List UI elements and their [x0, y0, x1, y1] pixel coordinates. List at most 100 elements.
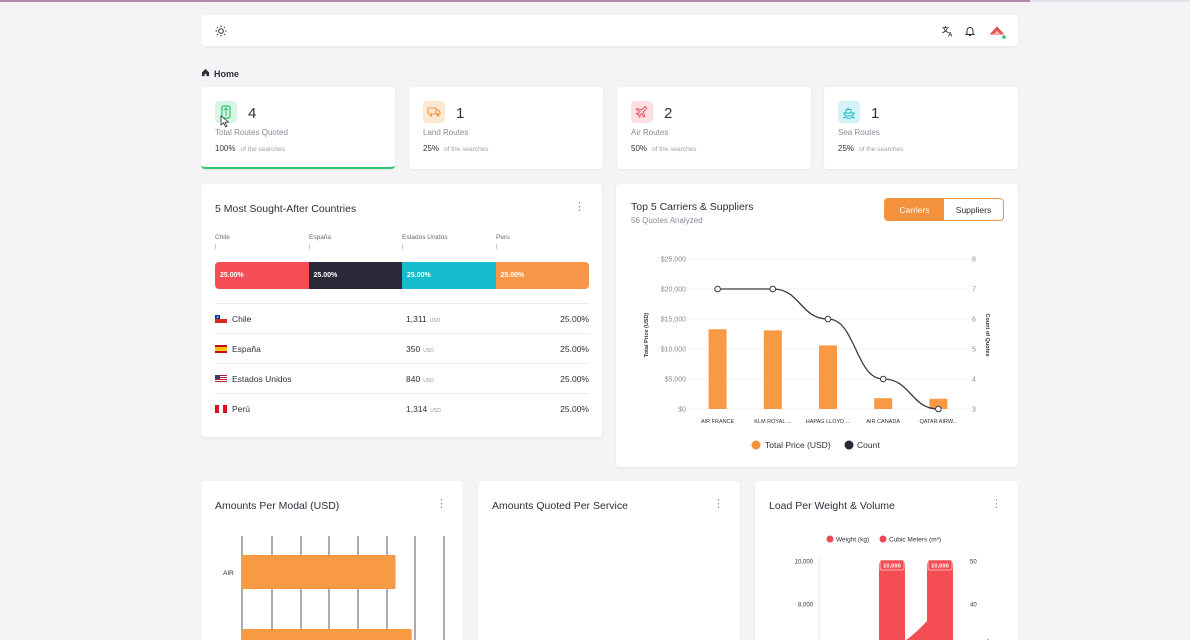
ship-icon: [838, 101, 860, 123]
country-row: Estados Unidos 840 USD 25.00%: [215, 363, 589, 393]
price-bar[interactable]: [708, 329, 727, 409]
stat-value: 1: [456, 105, 465, 122]
load-title: Load Per Weight & Volume: [769, 500, 895, 512]
load-card: Load Per Weight & Volume ⋮ Weight (kg) C…: [755, 481, 1018, 640]
weight-bar[interactable]: [879, 563, 905, 640]
stat-value: 4: [248, 105, 257, 122]
y-left-tick: $20,000: [661, 287, 686, 294]
y-right-tick: 3: [972, 407, 976, 414]
y-right-tick: 6: [972, 317, 976, 324]
stat-value: 1: [871, 105, 880, 122]
truck-icon: [423, 101, 445, 123]
countries-card: 5 Most Sought-After Countries ⋮ Chile Es…: [201, 184, 602, 437]
stat-label: Air Routes: [631, 128, 669, 137]
legend-count[interactable]: Count: [857, 440, 880, 450]
country-amount: 840 USD: [406, 374, 434, 384]
countries-title: 5 Most Sought-After Countries: [215, 203, 357, 215]
price-bar[interactable]: [819, 345, 837, 409]
stat-percent: 25% of the searches: [423, 144, 488, 153]
country-amount-value: 350: [406, 343, 421, 354]
count-point[interactable]: [769, 285, 777, 293]
plane-icon: [631, 101, 653, 123]
kebab-menu-icon[interactable]: ⋮: [713, 498, 724, 510]
segment-label: Peru: [496, 234, 510, 249]
legend-volume[interactable]: Cubic Meters (m³): [889, 537, 941, 544]
country-row: Perú 1,314 USD 25.00%: [215, 393, 589, 423]
stat-card-total-routes[interactable]: 4 Total Routes Quoted 100% of the searche…: [201, 87, 395, 169]
count-point[interactable]: [824, 315, 832, 323]
avatar-icon[interactable]: [987, 21, 1007, 41]
country-percent: 25.00%: [560, 313, 589, 324]
y-left-tick: $10,000: [661, 347, 686, 354]
country-name: España: [232, 343, 261, 354]
data-label: 10,000: [931, 564, 949, 570]
data-label: 10,000: [883, 564, 901, 570]
kebab-menu-icon[interactable]: ⋮: [574, 201, 585, 213]
stat-percent-value: 50%: [631, 144, 648, 153]
modal-bar[interactable]: [242, 629, 412, 640]
bell-icon[interactable]: [963, 24, 977, 38]
stat-card-sea-routes[interactable]: 1 Sea Routes 25% of the searches: [824, 87, 1018, 169]
stat-percent-suffix: of the searches: [859, 146, 904, 153]
home-icon[interactable]: [201, 68, 210, 79]
count-line: [717, 288, 939, 410]
stat-percent-suffix: of the searches: [444, 146, 489, 153]
country-name: Chile: [232, 313, 252, 324]
count-point[interactable]: [714, 285, 721, 293]
country-amount-value: 1,311: [406, 313, 427, 324]
stat-label: Total Routes Quoted: [215, 128, 288, 137]
stat-label: Sea Routes: [838, 128, 880, 137]
legend-count-marker: [844, 440, 854, 450]
country-amount-unit: USD: [423, 347, 434, 354]
carriers-chart: Total Price (USD) Count of Quotes $0 $5,0…: [644, 257, 990, 451]
stat-card-land-routes[interactable]: 1 Land Routes 25% of the searches: [409, 87, 603, 169]
count-point[interactable]: [879, 375, 887, 383]
country-amount-unit: USD: [430, 407, 441, 414]
countries-stacked-bar: 25.00% 25.00% 25.00% 25.00%: [215, 262, 589, 289]
country-amount: 1,311 USD: [406, 314, 440, 324]
y-right-tick: 5: [972, 347, 976, 354]
country-percent: 25.00%: [560, 343, 589, 354]
country-amount: 1,314 USD: [406, 404, 441, 414]
stat-card-air-routes[interactable]: 2 Air Routes 50% of the searches: [617, 87, 811, 169]
breadcrumb-home[interactable]: Home: [214, 68, 240, 79]
svg-text:A: A: [948, 33, 953, 38]
carriers-suppliers-toggle: Carriers Suppliers: [884, 198, 1004, 221]
service-title: Amounts Quoted Per Service: [492, 500, 628, 512]
count-point[interactable]: [935, 405, 942, 413]
price-bar[interactable]: [763, 330, 782, 409]
price-bar[interactable]: [929, 398, 948, 409]
y-axis-left-label: Total Price (USD): [644, 313, 650, 358]
weight-bar[interactable]: [927, 563, 953, 640]
modal-chart: AIR: [223, 536, 445, 640]
legend-weight-marker: [826, 535, 834, 543]
country-row: España 350 USD 25.00%: [215, 333, 589, 363]
price-bar[interactable]: [874, 398, 893, 409]
modal-bar[interactable]: [242, 555, 396, 589]
stat-percent-suffix: of the searches: [240, 146, 285, 153]
legend-price[interactable]: Total Price (USD): [765, 440, 831, 450]
stat-percent: 50% of the searches: [631, 144, 696, 153]
y-axis-right-label: Count of Quotes: [984, 313, 990, 356]
spain-flag-icon: [215, 344, 227, 353]
suppliers-toggle-button[interactable]: Suppliers: [955, 204, 992, 215]
stat-percent-value: 25%: [838, 144, 855, 153]
legend-weight[interactable]: Weight (kg): [836, 537, 869, 544]
kebab-menu-icon[interactable]: ⋮: [436, 498, 447, 510]
kebab-menu-icon[interactable]: ⋮: [991, 498, 1002, 510]
country-amount-value: 840: [406, 373, 421, 384]
bar-segment-espana[interactable]: 25.00%: [308, 262, 402, 289]
country-percent: 25.00%: [560, 373, 589, 384]
modal-title: Amounts Per Modal (USD): [215, 500, 340, 512]
y-right-tick: 7: [972, 287, 976, 294]
legend-price-marker: [751, 440, 761, 450]
bar-segment-estados-unidos[interactable]: 25.00%: [402, 262, 496, 289]
sun-icon[interactable]: [214, 24, 228, 38]
carriers-toggle-button[interactable]: Carriers: [885, 199, 944, 220]
bar-segment-peru[interactable]: 25.00%: [495, 262, 589, 289]
bar-segment-chile[interactable]: 25.00%: [215, 262, 309, 289]
segment-label: España: [309, 234, 332, 249]
country-name: Estados Unidos: [232, 373, 292, 384]
